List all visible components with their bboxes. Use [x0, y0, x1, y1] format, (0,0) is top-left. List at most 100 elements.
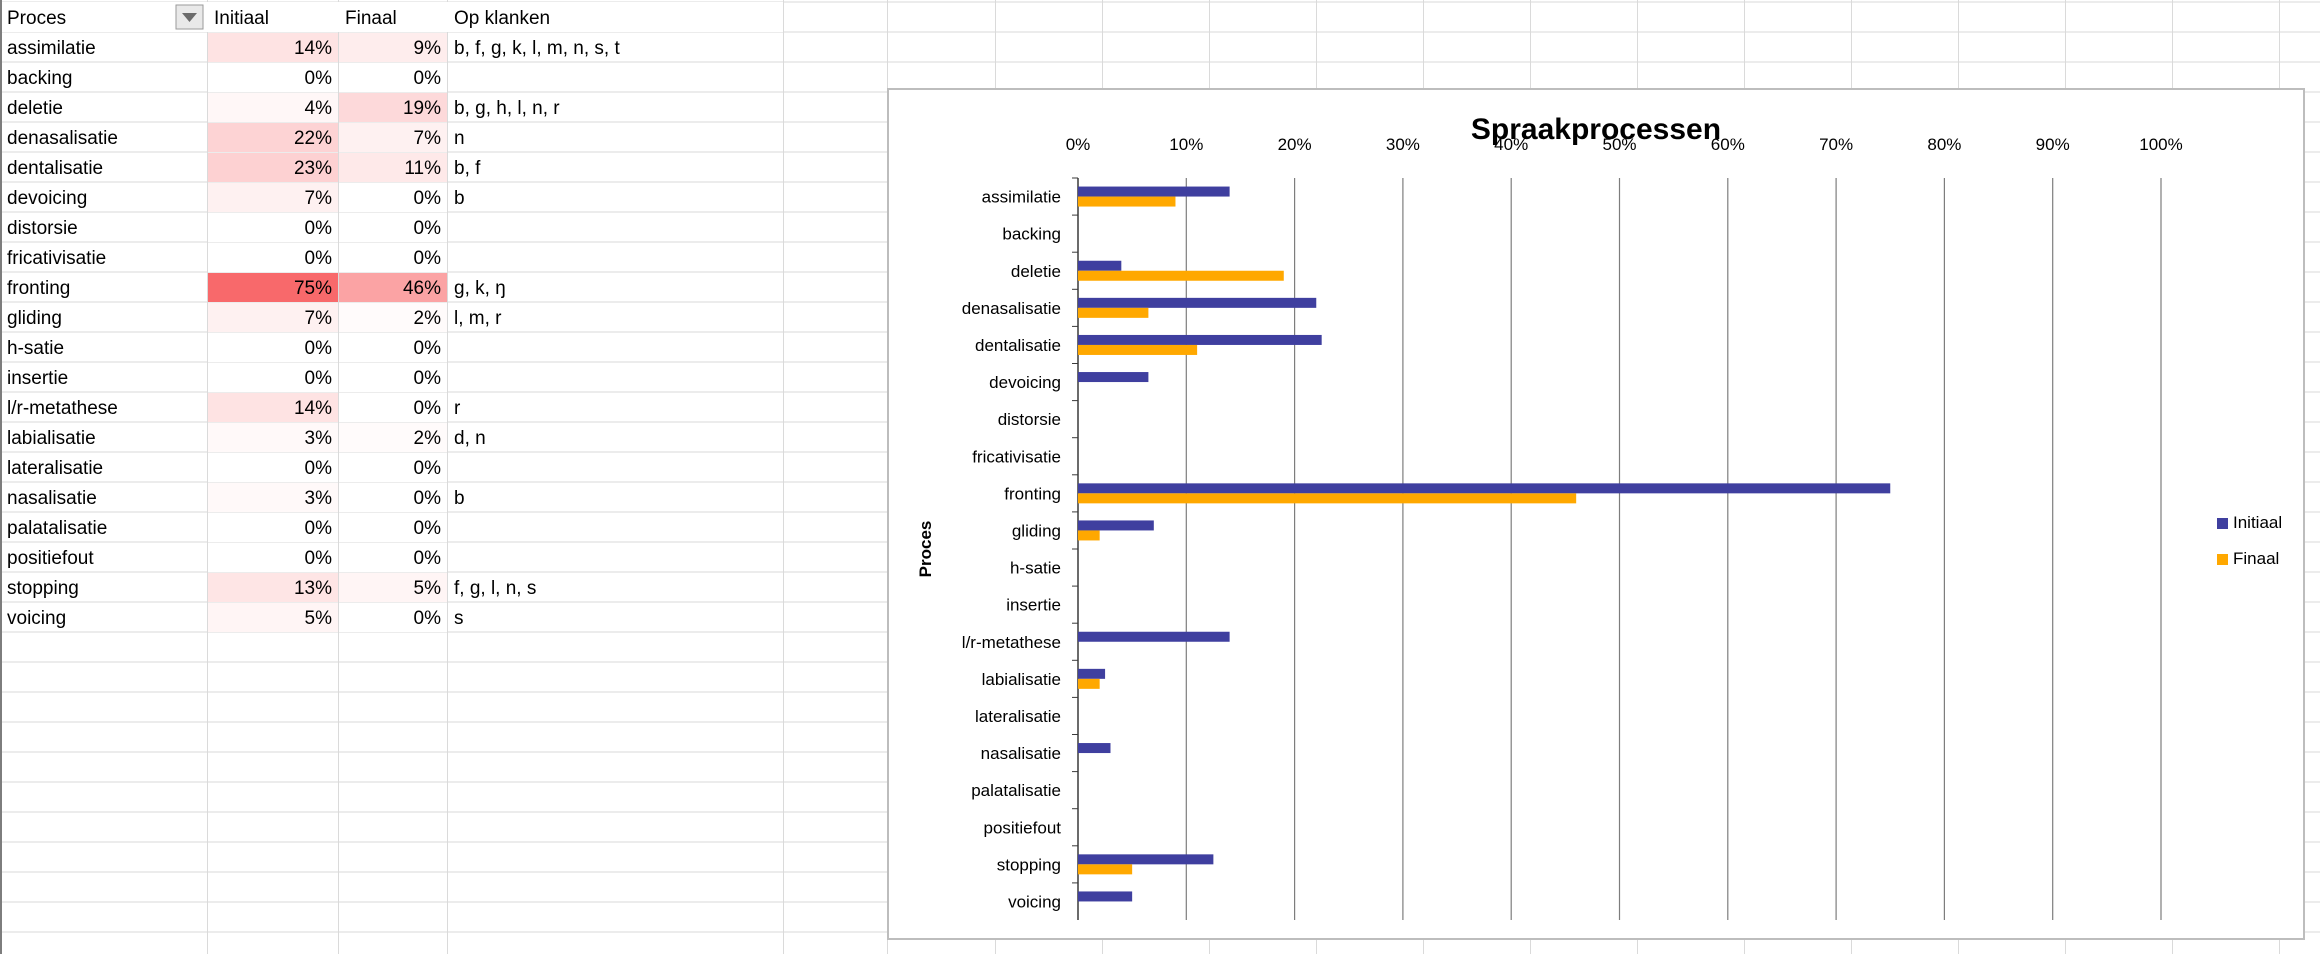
table-row[interactable]: devoicing 7% 0% b: [7, 183, 465, 212]
cell-finaal[interactable]: 0%: [414, 68, 442, 89]
cell-proces[interactable]: lateralisatie: [7, 458, 103, 479]
cell-finaal[interactable]: 11%: [404, 158, 441, 179]
table-row[interactable]: nasalisatie 3% 0% b: [7, 483, 465, 512]
cell-op-klanken[interactable]: b: [454, 188, 465, 209]
cell-finaal[interactable]: 0%: [414, 518, 442, 539]
table-row[interactable]: fricativisatie 0% 0%: [7, 243, 447, 272]
cell-proces[interactable]: l/r-metathese: [7, 398, 118, 419]
cell-finaal[interactable]: 46%: [403, 278, 441, 299]
cell-proces[interactable]: h-satie: [7, 338, 64, 359]
cell-initiaal[interactable]: 0%: [305, 458, 333, 479]
header-proces[interactable]: Proces: [7, 8, 66, 29]
table-row[interactable]: h-satie 0% 0%: [7, 333, 447, 362]
cell-initiaal[interactable]: 0%: [305, 248, 333, 269]
cell-proces[interactable]: labialisatie: [7, 428, 96, 449]
filter-dropdown-icon[interactable]: [175, 4, 204, 30]
cell-finaal[interactable]: 0%: [414, 548, 442, 569]
cell-finaal[interactable]: 0%: [414, 368, 442, 389]
cell-finaal[interactable]: 19%: [403, 98, 441, 119]
cell-initiaal[interactable]: 0%: [305, 368, 333, 389]
cell-finaal[interactable]: 0%: [414, 248, 442, 269]
cell-initiaal[interactable]: 13%: [294, 578, 332, 599]
data-table[interactable]: Proces Initiaal Finaal Op klanken assimilati…: [0, 0, 890, 954]
cell-proces[interactable]: devoicing: [7, 188, 87, 209]
cell-finaal[interactable]: 2%: [414, 428, 442, 449]
cell-proces[interactable]: positiefout: [7, 548, 94, 569]
cell-finaal[interactable]: 0%: [414, 188, 442, 209]
cell-initiaal[interactable]: 0%: [305, 548, 333, 569]
cell-finaal[interactable]: 7%: [414, 128, 442, 149]
cell-finaal[interactable]: 0%: [414, 338, 442, 359]
cell-initiaal[interactable]: 75%: [294, 278, 332, 299]
cell-proces[interactable]: denasalisatie: [7, 128, 118, 149]
table-row[interactable]: palatalisatie 0% 0%: [7, 513, 447, 542]
cell-initiaal[interactable]: 4%: [305, 98, 333, 119]
header-op-klanken[interactable]: Op klanken: [454, 8, 550, 29]
cell-initiaal[interactable]: 0%: [305, 68, 333, 89]
cell-proces[interactable]: gliding: [7, 308, 62, 329]
cell-op-klanken[interactable]: b: [454, 488, 465, 509]
cell-proces[interactable]: dentalisatie: [7, 158, 103, 179]
cell-proces[interactable]: voicing: [7, 608, 66, 629]
cell-initiaal[interactable]: 3%: [305, 488, 333, 509]
cell-op-klanken[interactable]: l, m, r: [454, 308, 502, 329]
cell-initiaal[interactable]: 0%: [305, 518, 333, 539]
table-row[interactable]: backing 0% 0%: [7, 63, 447, 92]
table-row[interactable]: assimilatie 14% 9% b, f, g, k, l, m, n, s, …: [7, 33, 620, 62]
table-row[interactable]: distorsie 0% 0%: [7, 213, 447, 242]
cell-op-klanken[interactable]: s: [454, 608, 464, 629]
cell-op-klanken[interactable]: n: [454, 128, 465, 149]
cell-finaal[interactable]: 0%: [414, 458, 442, 479]
table-row[interactable]: fronting 75% 46% g, k, ŋ: [7, 273, 506, 302]
header-initiaal[interactable]: Initiaal: [214, 8, 269, 29]
cell-op-klanken[interactable]: b, f, g, k, l, m, n, s, t: [454, 38, 620, 59]
cell-op-klanken[interactable]: r: [454, 398, 461, 419]
cell-initiaal[interactable]: 14%: [294, 398, 332, 419]
cell-finaal[interactable]: 9%: [414, 38, 442, 59]
cell-proces[interactable]: stopping: [7, 578, 79, 599]
cell-proces[interactable]: insertie: [7, 368, 68, 389]
table-row[interactable]: l/r-metathese 14% 0% r: [7, 393, 461, 422]
cell-op-klanken[interactable]: g, k, ŋ: [454, 278, 506, 299]
cell-op-klanken[interactable]: f, g, l, n, s: [454, 578, 536, 599]
table-row[interactable]: labialisatie 3% 2% d, n: [7, 423, 486, 452]
cell-initiaal[interactable]: 0%: [305, 218, 333, 239]
cell-initiaal[interactable]: 7%: [305, 308, 333, 329]
cell-initiaal[interactable]: 22%: [294, 128, 332, 149]
cell-initiaal[interactable]: 0%: [305, 338, 333, 359]
table-row[interactable]: voicing 5% 0% s: [7, 603, 464, 632]
cell-proces[interactable]: backing: [7, 68, 73, 89]
cell-proces[interactable]: fronting: [7, 278, 70, 299]
cell-initiaal[interactable]: 3%: [305, 428, 333, 449]
table-row[interactable]: stopping 13% 5% f, g, l, n, s: [7, 573, 536, 602]
table-row[interactable]: positiefout 0% 0%: [7, 543, 447, 572]
chart-panel[interactable]: Spraakprocessen 0% 10% 20% 30% 40% 50% 60% 70% 80…: [887, 88, 2305, 940]
cell-proces[interactable]: palatalisatie: [7, 518, 107, 539]
cell-finaal[interactable]: 5%: [414, 578, 442, 599]
cell-initiaal[interactable]: 5%: [305, 608, 333, 629]
table-row[interactable]: deletie 4% 19% b, g, h, l, n, r: [7, 93, 560, 122]
cell-initiaal[interactable]: 23%: [294, 158, 332, 179]
cell-initiaal[interactable]: 14%: [294, 38, 332, 59]
table-row[interactable]: dentalisatie 23% 11% b, f: [7, 153, 481, 182]
cell-proces[interactable]: fricativisatie: [7, 248, 106, 269]
table-row[interactable]: insertie 0% 0%: [7, 363, 447, 392]
cell-op-klanken[interactable]: b, f: [454, 158, 481, 179]
cell-proces[interactable]: distorsie: [7, 218, 78, 239]
cell-finaal[interactable]: 2%: [414, 308, 442, 329]
cell-proces[interactable]: assimilatie: [7, 38, 96, 59]
cell-op-klanken[interactable]: b, g, h, l, n, r: [454, 98, 560, 119]
header-finaal[interactable]: Finaal: [345, 8, 397, 29]
table-row[interactable]: lateralisatie 0% 0%: [7, 453, 447, 482]
cell-finaal[interactable]: 0%: [414, 488, 442, 509]
cell-proces[interactable]: nasalisatie: [7, 488, 97, 509]
cell-proces[interactable]: deletie: [7, 98, 63, 119]
cell-finaal[interactable]: 0%: [414, 218, 442, 239]
cell-finaal[interactable]: 0%: [414, 608, 442, 629]
table-row[interactable]: gliding 7% 2% l, m, r: [7, 303, 502, 332]
cell-op-klanken[interactable]: d, n: [454, 428, 486, 449]
cell-finaal[interactable]: 0%: [414, 398, 442, 419]
table-row[interactable]: denasalisatie 22% 7% n: [7, 123, 465, 152]
cell-initiaal[interactable]: 7%: [305, 188, 333, 209]
